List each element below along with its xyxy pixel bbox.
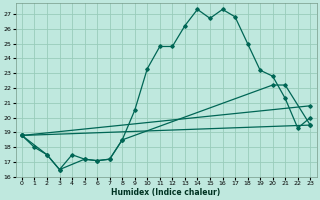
X-axis label: Humidex (Indice chaleur): Humidex (Indice chaleur): [111, 188, 221, 197]
